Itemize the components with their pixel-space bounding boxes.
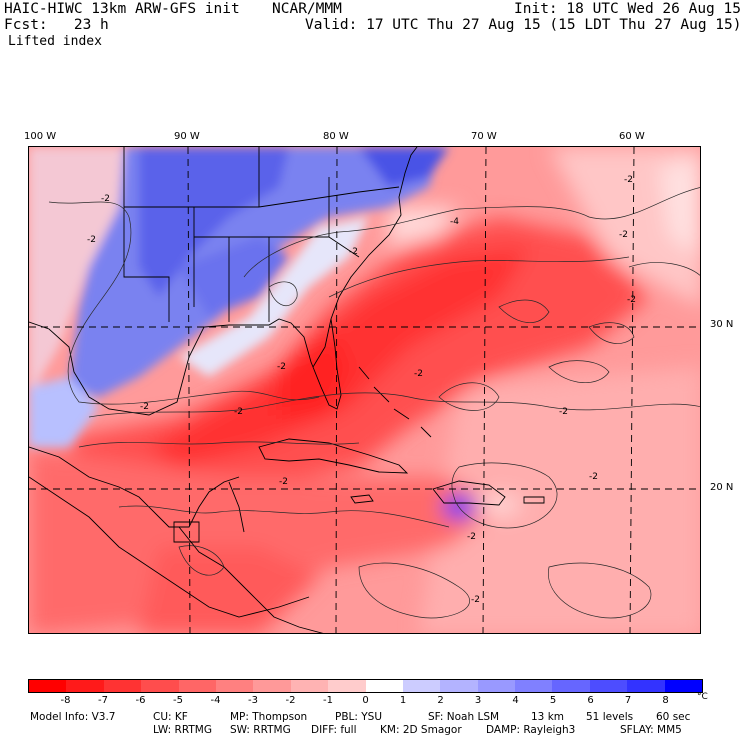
contour-label: -4: [450, 217, 459, 227]
timestep: 60 sec: [656, 711, 691, 723]
colorbar-cell: [29, 680, 67, 692]
colorbar-tick-label: 2: [437, 695, 444, 706]
resolution: 13 km: [531, 711, 565, 723]
map-canvas: [29, 147, 700, 633]
lat-label-20n: 20 N: [710, 482, 734, 493]
diff-setting: DIFF: full: [311, 724, 357, 736]
contour-label: -2: [349, 247, 358, 257]
colorbar: [28, 679, 703, 693]
contour-label: -2: [619, 230, 628, 240]
valid-time: Valid: 17 UTC Thu 27 Aug 15 (15 LDT Thu …: [305, 17, 740, 33]
colorbar-cell: [664, 680, 703, 692]
colorbar-tick-label: 1: [399, 695, 407, 706]
colorbar-unit: °C: [697, 692, 708, 702]
colorbar-cell: [402, 680, 441, 692]
latlon-grid: [29, 147, 700, 633]
cool-region: [29, 147, 449, 447]
coastlines: [29, 147, 545, 633]
colorbar-cell: [552, 680, 590, 692]
contour-label: -2: [101, 194, 110, 204]
cu-scheme: CU: KF: [153, 711, 188, 723]
levels: 51 levels: [586, 711, 634, 723]
lon-label-80w: 80 W: [323, 131, 349, 142]
lon-label-60w: 60 W: [619, 131, 645, 142]
colorbar-cell: [589, 680, 628, 692]
lifted-index-map: -2 -2 -2 -2 -2 -2 -2 -2 -4 -2 -2 -2 -2 -2 -2 -2: [28, 146, 701, 634]
colorbar-tick-label: -7: [98, 695, 108, 706]
contour-label: -2: [279, 477, 288, 487]
colorbar-tick-label: 3: [474, 695, 482, 706]
sw-scheme: SW: RRTMG: [230, 724, 291, 736]
colorbar-tick-label: 4: [512, 695, 519, 706]
model-title: HAIC-HIWC 13km ARW-GFS init: [4, 1, 240, 17]
pbl-scheme: PBL: YSU: [335, 711, 383, 723]
contour-label: -2: [140, 402, 149, 412]
contour-label: -2: [627, 295, 636, 305]
field-blobs: [29, 147, 700, 633]
colorbar-cell: [215, 680, 254, 692]
contour-label: -2: [87, 235, 96, 245]
contours: [48, 187, 700, 619]
lon-label-70w: 70 W: [471, 131, 497, 142]
lw-scheme: LW: RRTMG: [153, 724, 212, 736]
colorbar-cell: [328, 680, 366, 692]
contour-label: -2: [467, 532, 476, 542]
colorbar-cell: [103, 680, 142, 692]
colorbar-cell: [440, 680, 478, 692]
lon-label-100w: 100 W: [24, 131, 57, 142]
colorbar-tick-label: 5: [549, 695, 557, 706]
colorbar-tick-label: 6: [587, 695, 594, 706]
contour-label: -2: [624, 175, 633, 185]
contour-label: -2: [414, 369, 423, 379]
contour-label: -2: [589, 472, 598, 482]
model-info: Model Info: V3.7: [30, 711, 116, 723]
forecast-hour: Fcst: 23 h: [4, 17, 109, 33]
colorbar-cell: [477, 680, 516, 692]
colorbar-cell: [290, 680, 329, 692]
colorbar-cell: [515, 680, 553, 692]
init-time: Init: 18 UTC Wed 26 Aug 15: [514, 1, 740, 17]
colorbar-tick-label: 8: [662, 695, 669, 706]
field-name: Lifted index: [8, 34, 102, 49]
contour-label: -2: [559, 407, 568, 417]
colorbar-cell: [141, 680, 179, 692]
colorbar-cell: [627, 680, 665, 692]
organization-label: NCAR/MMM: [272, 1, 342, 17]
sf-scheme: SF: Noah LSM: [428, 711, 500, 723]
colorbar-tick-label: -6: [135, 695, 146, 706]
colorbar-tick-label: -3: [248, 695, 258, 706]
damp-setting: DAMP: Rayleigh3: [486, 724, 576, 736]
colorbar-tick-label: -8: [60, 695, 71, 706]
sflay-setting: SFLAY: MM5: [620, 724, 682, 736]
colorbar-cell: [365, 680, 403, 692]
contour-label: -2: [277, 362, 286, 372]
colorbar-tick-label: 0: [362, 695, 369, 706]
colorbar-cell: [253, 680, 291, 692]
colorbar-cell: [66, 680, 104, 692]
mp-scheme: MP: Thompson: [230, 711, 308, 723]
contour-label: -2: [471, 595, 480, 605]
colorbar-tick-label: -4: [210, 695, 221, 706]
colorbar-cell: [178, 680, 216, 692]
contour-label: -2: [234, 407, 243, 417]
colorbar-tick-label: -5: [173, 695, 183, 706]
colorbar-tick-label: -2: [285, 695, 296, 706]
colorbar-tick-label: -1: [323, 695, 333, 706]
km-setting: KM: 2D Smagor: [380, 724, 462, 736]
lat-label-30n: 30 N: [710, 319, 734, 330]
lon-label-90w: 90 W: [174, 131, 200, 142]
colorbar-tick-label: 7: [624, 695, 632, 706]
